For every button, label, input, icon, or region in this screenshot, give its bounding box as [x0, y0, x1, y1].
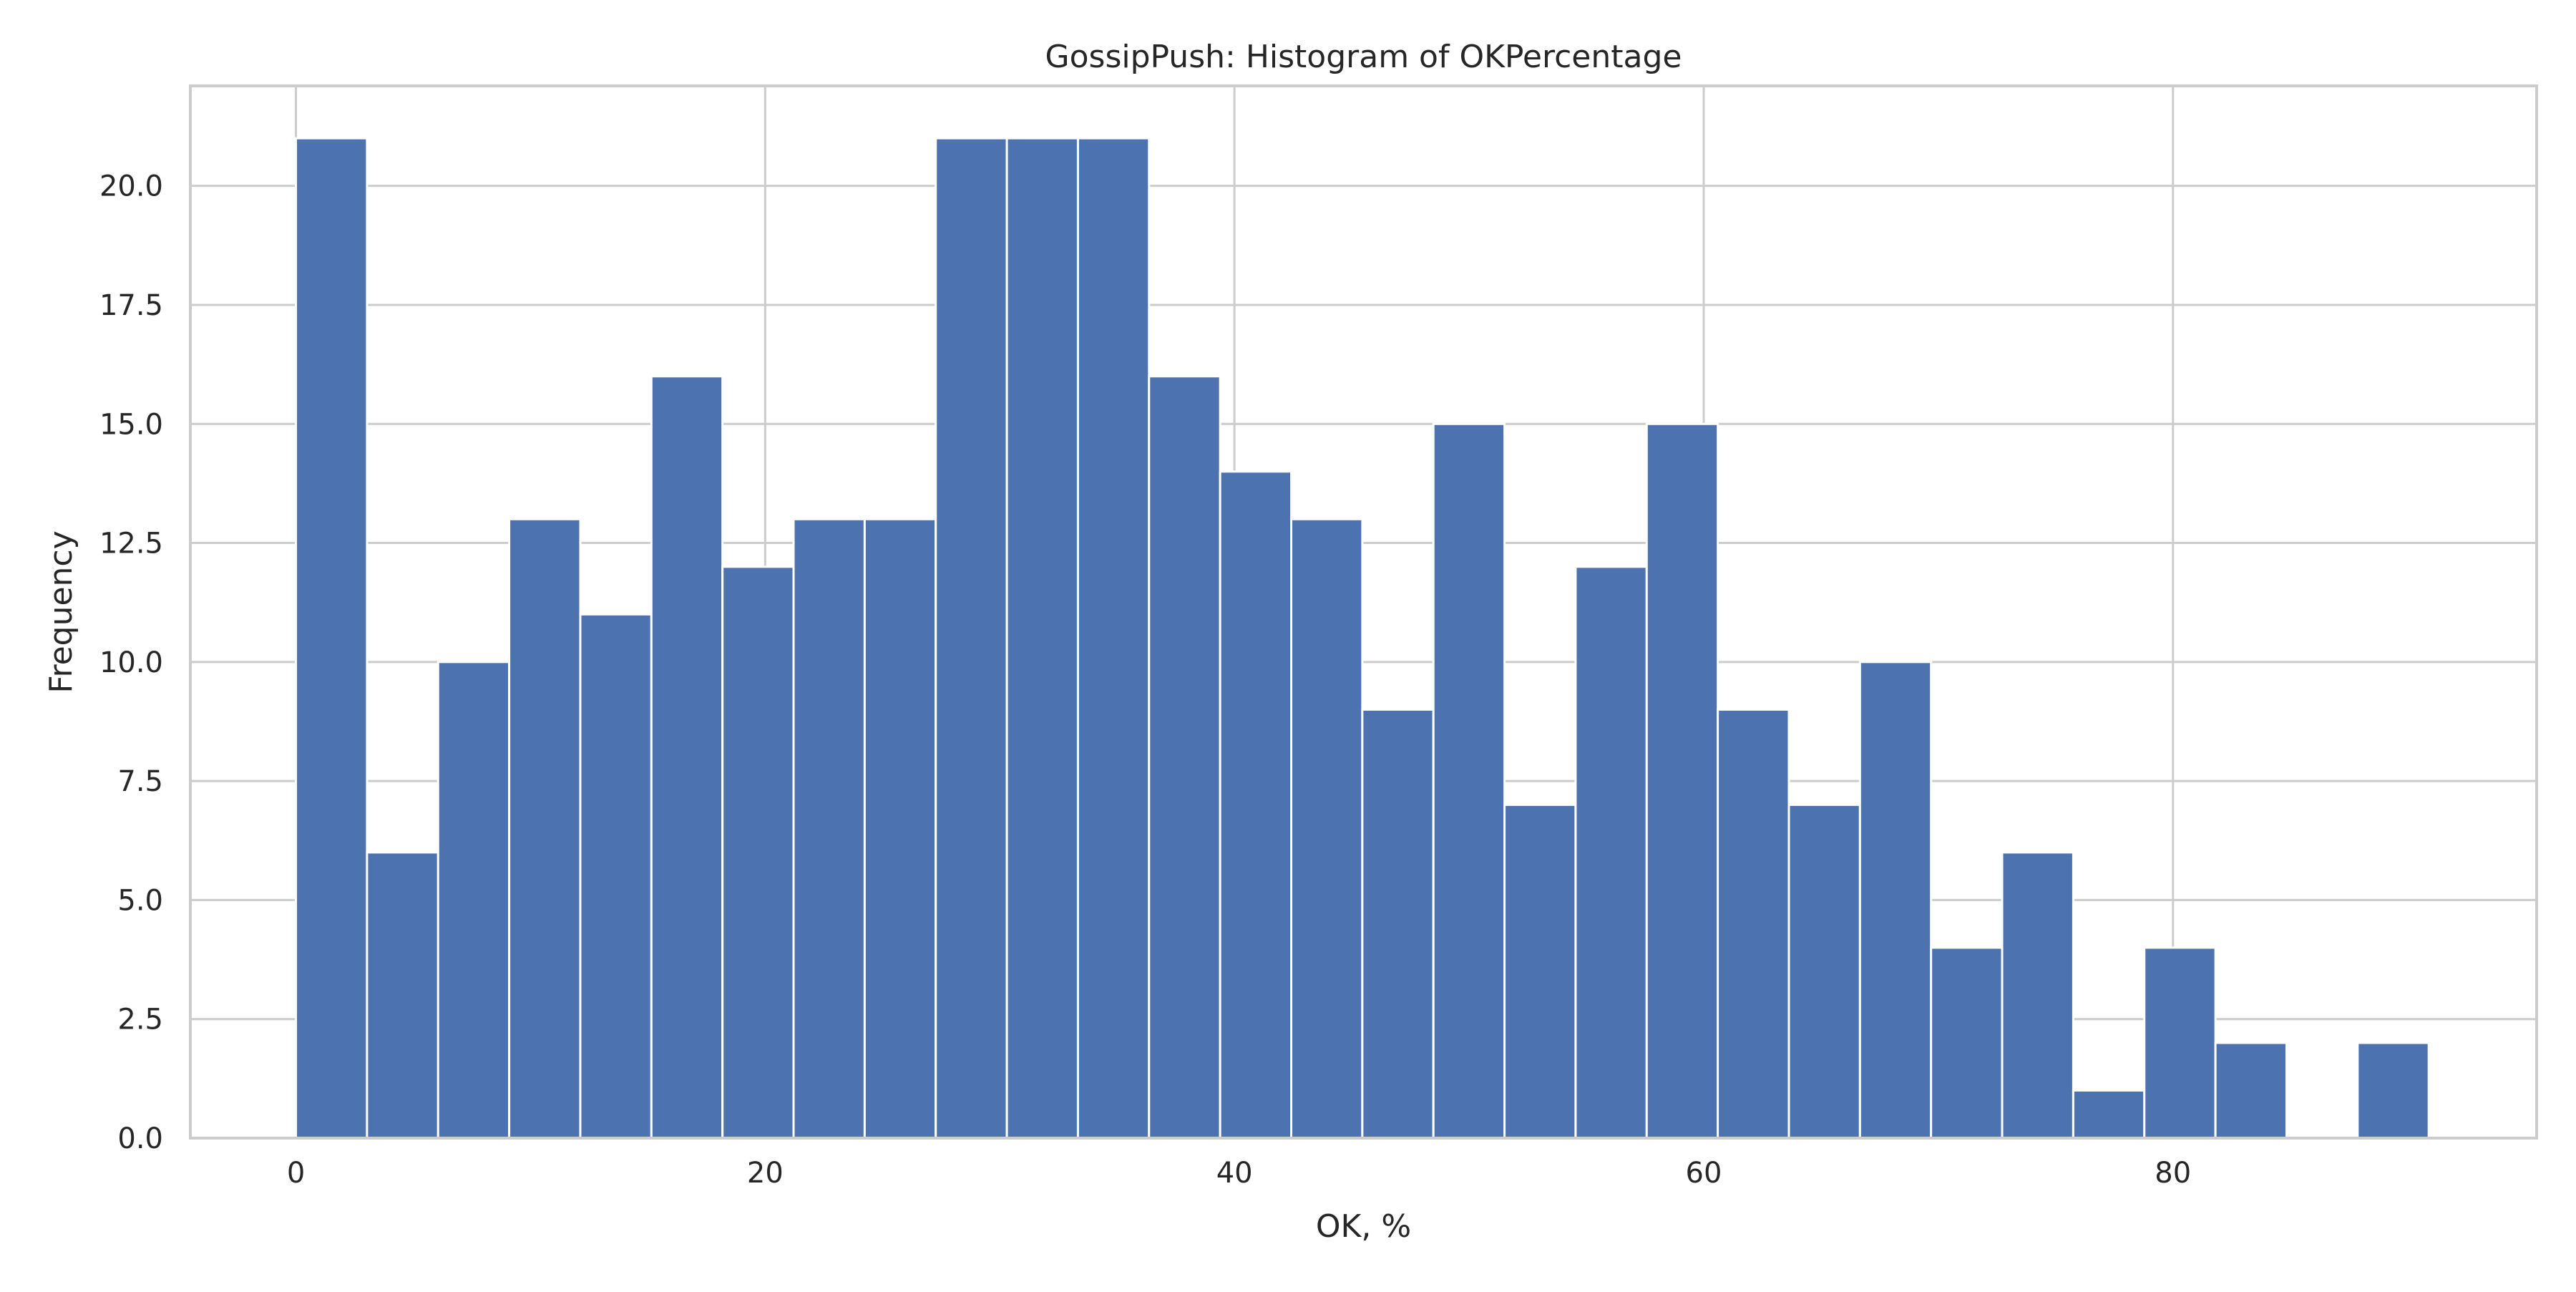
y-tick-label: 17.5 [99, 289, 163, 322]
histogram-bar [579, 613, 653, 1140]
x-tick-label: 80 [2155, 1157, 2191, 1190]
histogram-bar [1574, 565, 1648, 1140]
histogram-bar [295, 137, 369, 1140]
y-tick-label: 15.0 [99, 408, 163, 441]
histogram-bar [1787, 803, 1861, 1140]
histogram-bar [792, 518, 866, 1140]
y-tick-label: 12.5 [99, 528, 163, 560]
y-tick-label: 20.0 [99, 170, 163, 203]
x-tick-label: 0 [287, 1157, 305, 1190]
histogram-bar [1076, 137, 1151, 1140]
x-axis-label: OK, % [1316, 1208, 1411, 1245]
histogram-bar [863, 518, 937, 1140]
bars-layer [295, 137, 2430, 1140]
y-tick-label: 2.5 [117, 1004, 163, 1036]
histogram-bar [1930, 946, 2004, 1140]
histogram-bar [2143, 946, 2217, 1140]
y-axis-label: Frequency [43, 530, 79, 693]
histogram-bar [650, 375, 724, 1140]
histogram-bar [721, 565, 795, 1140]
y-tick-label: 10.0 [99, 646, 163, 679]
histogram-bar [2214, 1041, 2288, 1140]
x-tick-label: 20 [747, 1157, 784, 1190]
histogram-bar [1503, 803, 1577, 1140]
histogram-bar [935, 137, 1008, 1140]
ticks-layer: 0 20 40 60 80 0.0 2.5 5.0 7.5 10.0 12.5 15.0 17.5 20.… [99, 170, 2191, 1190]
histogram-bar [1005, 137, 1079, 1140]
y-tick-label: 5.0 [117, 884, 163, 917]
histogram-bar [1432, 422, 1506, 1140]
histogram-bar [2356, 1041, 2430, 1140]
y-tick-label: 0.0 [117, 1122, 163, 1155]
y-tick-label: 7.5 [117, 765, 163, 798]
histogram-bar [1219, 470, 1293, 1140]
x-tick-label: 60 [1686, 1157, 1722, 1190]
histogram-bar [508, 518, 582, 1140]
chart-title: GossipPush: Histogram of OKPercentage [1045, 39, 1682, 75]
histogram-bar [1645, 422, 1719, 1140]
histogram-bar [366, 851, 439, 1140]
histogram-bar [1148, 375, 1221, 1140]
histogram-bar [1858, 661, 1933, 1140]
histogram-bar [2072, 1089, 2146, 1140]
histogram-bar [436, 661, 511, 1140]
histogram-bar [1290, 518, 1364, 1140]
x-tick-label: 40 [1216, 1157, 1253, 1190]
histogram-bar [1361, 708, 1435, 1140]
histogram-bar [1717, 708, 1790, 1140]
plot-frame [189, 84, 2538, 1140]
histogram-bar [2001, 851, 2074, 1140]
